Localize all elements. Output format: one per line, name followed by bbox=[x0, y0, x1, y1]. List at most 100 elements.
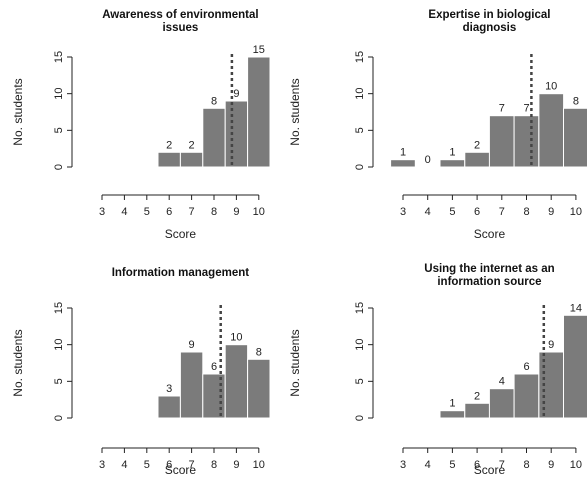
x-tick-label: 5 bbox=[449, 459, 455, 471]
bar-score-7 bbox=[488, 388, 515, 419]
chart-title-line: information source bbox=[437, 276, 541, 288]
x-tick-label: 6 bbox=[474, 459, 480, 471]
y-tick-label: 5 bbox=[53, 378, 65, 384]
bar-score-8 bbox=[202, 107, 226, 168]
y-tick-label: 5 bbox=[354, 378, 366, 384]
chart-panel-4: Using the internet as an information sour… bbox=[288, 263, 587, 477]
data-label-score-8: 7 bbox=[523, 103, 529, 115]
x-tick-label: 6 bbox=[474, 206, 480, 218]
chart-title: Awareness of environmental issues bbox=[102, 9, 258, 34]
data-label-score-5: 1 bbox=[449, 147, 455, 159]
chart-title: Expertise in biological diagnosis bbox=[428, 9, 550, 34]
bar-score-5 bbox=[439, 159, 466, 168]
x-axis-label: Score bbox=[474, 227, 506, 241]
bar-score-6 bbox=[464, 151, 490, 168]
data-label-score-6: 2 bbox=[474, 390, 480, 402]
y-tick-label: 15 bbox=[354, 51, 366, 63]
data-label-score-10: 14 bbox=[570, 302, 582, 314]
chart-title-line: Using the internet as an bbox=[424, 263, 554, 275]
bar-score-9 bbox=[224, 100, 249, 168]
data-label-score-8: 6 bbox=[211, 361, 217, 373]
x-axis-label: Score bbox=[165, 463, 197, 477]
x-tick-label: 10 bbox=[570, 206, 582, 218]
y-tick-label: 10 bbox=[53, 339, 65, 351]
bar-score-10 bbox=[563, 314, 587, 419]
data-label-score-9: 10 bbox=[230, 332, 242, 344]
data-label-score-3: 1 bbox=[400, 147, 406, 159]
x-tick-label: 7 bbox=[499, 459, 505, 471]
y-tick-label: 0 bbox=[354, 164, 366, 170]
y-tick-label: 0 bbox=[53, 415, 65, 421]
chart-title-line: Expertise in biological bbox=[428, 9, 550, 21]
chart-panel-1: Awareness of environmental issues 2 2 8 9 15 0 5… bbox=[11, 9, 271, 241]
x-tick-label: 3 bbox=[99, 459, 105, 471]
data-label-score-9: 9 bbox=[233, 88, 239, 100]
y-tick-label: 10 bbox=[53, 88, 65, 100]
bar-score-8 bbox=[513, 115, 540, 168]
y-tick-label: 15 bbox=[53, 302, 65, 314]
data-label-score-6: 2 bbox=[166, 139, 172, 151]
data-label-score-7: 9 bbox=[189, 339, 195, 351]
bar-score-5 bbox=[439, 410, 466, 419]
chart-panel-3: Information management 3 9 6 10 8 0 5 10 15 No. st… bbox=[11, 267, 271, 477]
x-tick-label: 10 bbox=[253, 206, 265, 218]
data-label-score-8: 8 bbox=[211, 95, 217, 107]
y-tick-label: 0 bbox=[53, 164, 65, 170]
chart-title-line: Information management bbox=[112, 267, 250, 279]
data-label-score-9: 10 bbox=[545, 81, 557, 93]
x-tick-label: 5 bbox=[449, 206, 455, 218]
x-tick-label: 3 bbox=[400, 459, 406, 471]
data-label-score-7: 2 bbox=[189, 139, 195, 151]
y-axis-label: No. students bbox=[11, 78, 25, 145]
x-tick-label: 9 bbox=[233, 206, 239, 218]
y-axis-label: No. students bbox=[288, 329, 302, 396]
data-label-score-10: 8 bbox=[573, 95, 579, 107]
x-tick-label: 4 bbox=[425, 206, 431, 218]
bar-score-7 bbox=[179, 351, 204, 419]
bar-score-9 bbox=[538, 93, 565, 168]
bar-score-10 bbox=[247, 358, 271, 419]
x-tick-label: 7 bbox=[189, 459, 195, 471]
x-tick-label: 3 bbox=[99, 206, 105, 218]
data-label-score-9: 9 bbox=[548, 339, 554, 351]
data-label-score-4: 0 bbox=[425, 154, 431, 166]
x-tick-label: 4 bbox=[425, 459, 431, 471]
y-tick-label: 0 bbox=[354, 415, 366, 421]
y-tick-label: 10 bbox=[354, 339, 366, 351]
bar-score-7 bbox=[179, 151, 204, 168]
x-tick-label: 7 bbox=[189, 206, 195, 218]
x-tick-label: 5 bbox=[144, 206, 150, 218]
data-label-score-8: 6 bbox=[523, 361, 529, 373]
chart-title-line: Awareness of environmental bbox=[102, 9, 258, 21]
x-tick-label: 9 bbox=[233, 459, 239, 471]
x-tick-label: 8 bbox=[211, 459, 217, 471]
x-tick-label: 10 bbox=[253, 459, 265, 471]
x-tick-label: 7 bbox=[499, 206, 505, 218]
bar-score-6 bbox=[157, 395, 181, 419]
y-tick-label: 5 bbox=[53, 127, 65, 133]
chart-title-line: diagnosis bbox=[463, 22, 517, 34]
bar-score-8 bbox=[513, 373, 540, 419]
data-label-score-10: 8 bbox=[256, 346, 262, 358]
chart-title: Using the internet as an information sour… bbox=[424, 263, 554, 288]
y-axis-label: No. students bbox=[288, 78, 302, 145]
x-axis-label: Score bbox=[474, 463, 506, 477]
data-label-score-6: 2 bbox=[474, 139, 480, 151]
bar-score-6 bbox=[157, 151, 181, 168]
x-tick-label: 4 bbox=[121, 206, 127, 218]
y-tick-label: 5 bbox=[354, 127, 366, 133]
y-tick-label: 15 bbox=[354, 302, 366, 314]
bar-score-3 bbox=[390, 159, 416, 168]
bar-score-6 bbox=[464, 402, 490, 419]
data-label-score-5: 1 bbox=[449, 398, 455, 410]
data-label-score-7: 7 bbox=[499, 103, 505, 115]
chart-title-line: issues bbox=[162, 22, 198, 34]
y-tick-label: 10 bbox=[354, 88, 366, 100]
x-tick-label: 8 bbox=[523, 206, 529, 218]
x-tick-label: 9 bbox=[548, 206, 554, 218]
bar-score-7 bbox=[488, 115, 515, 168]
x-tick-label: 9 bbox=[548, 459, 554, 471]
data-label-score-7: 4 bbox=[499, 376, 505, 388]
